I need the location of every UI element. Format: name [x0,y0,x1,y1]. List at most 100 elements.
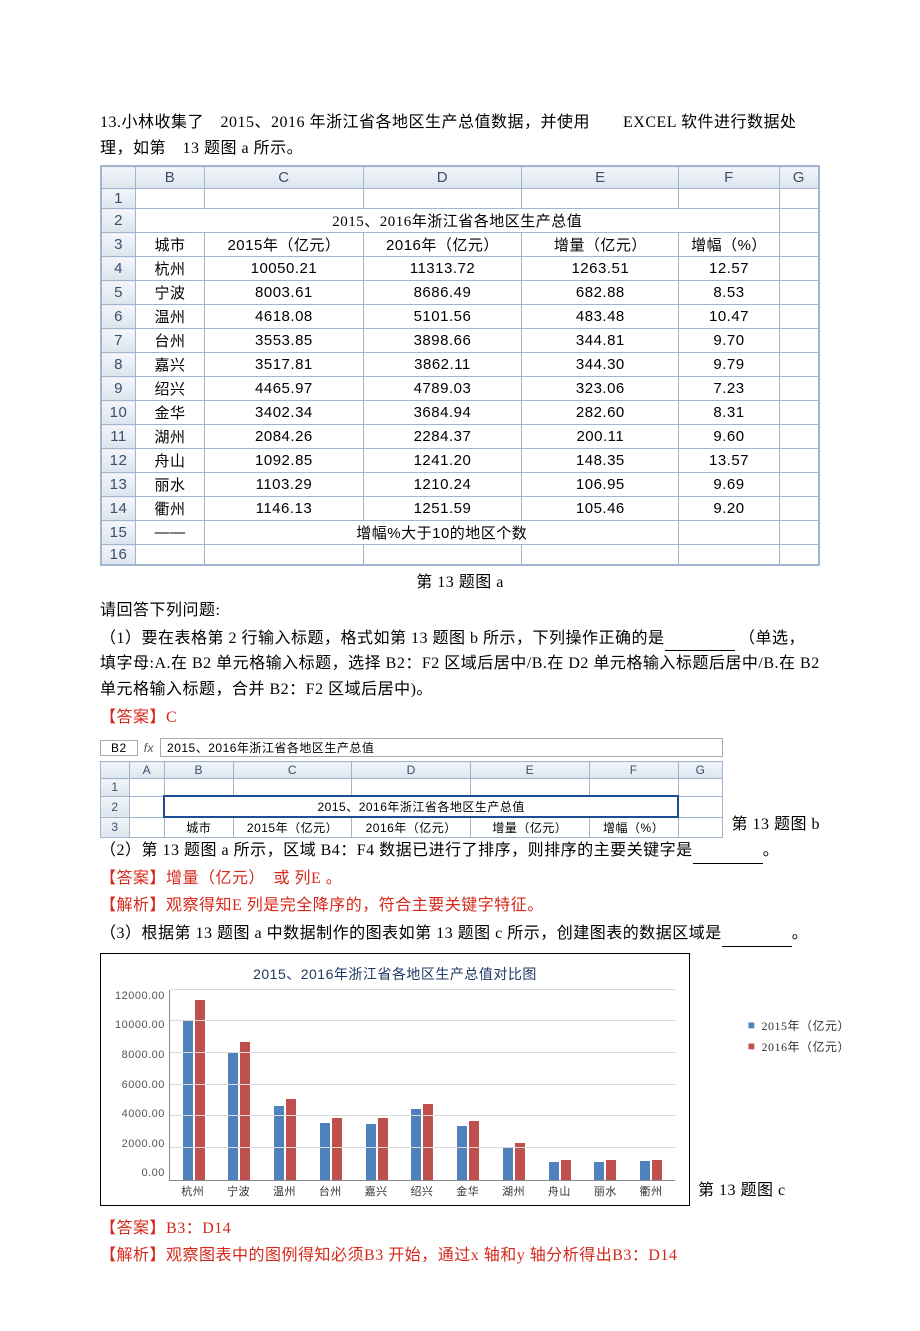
table-cell: 344.30 [522,353,679,377]
chart-title: 2015、2016年浙江省各地区生产总值对比图 [115,964,675,984]
bar-group [222,1042,258,1180]
table-header: 增幅（%） [679,233,779,257]
plot-col: 杭州宁波温州台州嘉兴绍兴金华湖州舟山丽水衢州 [169,990,675,1199]
explain-2: 【解析】观察得知E 列是完全降序的，符合主要关键字特征。 [100,893,820,919]
table-cell: 13.57 [679,449,779,473]
bar-group [313,1118,349,1180]
bar [640,1161,650,1179]
table-cell: 10.47 [679,305,779,329]
table-cell: 10050.21 [205,257,364,281]
table-header: 城市 [136,233,205,257]
fx-input: 2015、2016年浙江省各地区生产总值 [160,738,723,757]
bar [366,1124,376,1180]
table-cell: 温州 [136,305,205,329]
table-cell: 湖州 [136,425,205,449]
merged-title: 2015、2016年浙江省各地区生产总值 [136,209,780,233]
chart-legend: ■2015年（亿元） ■2016年（亿元） [748,1013,850,1059]
answer-2-value: 增量（亿元） 或 列E 。 [166,870,342,887]
table-cell: 3862.11 [363,353,522,377]
table-cell: 8003.61 [205,281,364,305]
bar [274,1106,284,1179]
table-cell: 舟山 [136,449,205,473]
col-header: E [522,167,679,189]
col-header: F [679,167,779,189]
table-cell: 3402.34 [205,401,364,425]
bar-group [542,1160,578,1180]
y-axis: 12000.0010000.008000.006000.004000.00200… [115,990,169,1180]
table-cell: 8686.49 [363,281,522,305]
excel-table-a: BCDEFG1 22015、2016年浙江省各地区生产总值 3城市2015年（亿… [100,165,820,566]
blank-3 [722,930,792,947]
col-header: C [205,167,364,189]
table-cell: 4789.03 [363,377,522,401]
table-cell: 9.70 [679,329,779,353]
bar [561,1160,571,1180]
table-cell: 106.95 [522,473,679,497]
table-cell: 9.69 [679,473,779,497]
answer-2-label: 【答案】 [100,870,166,887]
col-header: D [363,167,522,189]
bar-chart-c: 2015、2016年浙江省各地区生产总值对比图 12000.0010000.00… [100,953,690,1206]
bar [320,1123,330,1179]
answer-1: 【答案】C [100,705,820,731]
table-cell: 丽水 [136,473,205,497]
table-cell: 282.60 [522,401,679,425]
formula-bar: B2 fx 2015、2016年浙江省各地区生产总值 [100,738,723,757]
explain-3: 【解析】观察图表中的图例得知必须B3 开始，通过x 轴和y 轴分析得出B3：D1… [100,1243,820,1269]
table-cell: 9.60 [679,425,779,449]
answer-prompt: 请回答下列问题: [100,598,820,624]
bar [195,1000,205,1179]
bar [286,1099,296,1180]
legend-item: ■2016年（亿元） [748,1038,850,1055]
col-header: B [136,167,205,189]
table-cell: 5101.56 [363,305,522,329]
table-cell: 483.48 [522,305,679,329]
q2-tail: 。 [763,842,780,859]
q2-text: （2）第 13 题图 a 所示，区域 B4：F4 数据已进行了排序，则排序的主要… [100,842,693,859]
bar [594,1162,604,1179]
blank-1 [665,634,735,651]
bar-group [633,1160,669,1180]
bar-group [267,1099,303,1180]
bar-group [588,1160,624,1179]
excel-image-b: B2 fx 2015、2016年浙江省各地区生产总值 ABCDEFG1 2 20… [100,732,723,838]
bar [469,1121,479,1179]
table-cell: 嘉兴 [136,353,205,377]
table-cell: 9.79 [679,353,779,377]
answer-2: 【答案】增量（亿元） 或 列E 。 [100,866,820,892]
table-cell: 1251.59 [363,497,522,521]
table-cell: 344.81 [522,329,679,353]
caption-a: 第 13 题图 a [100,568,820,592]
bar [515,1143,525,1179]
answer-1-value: C [166,709,177,726]
table-cell: 12.57 [679,257,779,281]
caption-b: 第 13 题图 b [731,810,820,838]
bar-group [359,1118,395,1179]
col-header: G [779,167,818,189]
legend-item: ■2015年（亿元） [748,1017,850,1034]
table-cell: 200.11 [522,425,679,449]
table-cell: 323.06 [522,377,679,401]
name-box: B2 [100,740,138,756]
table-cell: 105.46 [522,497,679,521]
q3-tail: 。 [792,925,809,942]
plot-wrap: 12000.0010000.008000.006000.004000.00200… [115,990,675,1199]
excel-image-b-row: B2 fx 2015、2016年浙江省各地区生产总值 ABCDEFG1 2 20… [100,732,820,838]
table-cell: 1263.51 [522,257,679,281]
table-cell: 2084.26 [205,425,364,449]
table-cell: 宁波 [136,281,205,305]
table-cell: 衢州 [136,497,205,521]
table-cell: 4618.08 [205,305,364,329]
explain-3-label: 【解析】 [100,1247,166,1264]
bars-container [170,990,675,1180]
bar [606,1160,616,1179]
bar [240,1042,250,1180]
table-cell: 3517.81 [205,353,364,377]
table-cell: 绍兴 [136,377,205,401]
plot-area [169,990,675,1181]
fx-icon: fx [144,741,154,755]
question-intro: 13.小林收集了 2015、2016 年浙江省各地区生产总值数据，并使用 EXC… [100,110,820,161]
bar-group [496,1143,532,1179]
question-2: （2）第 13 题图 a 所示，区域 B4：F4 数据已进行了排序，则排序的主要… [100,838,820,864]
x-axis: 杭州宁波温州台州嘉兴绍兴金华湖州舟山丽水衢州 [169,1181,675,1199]
